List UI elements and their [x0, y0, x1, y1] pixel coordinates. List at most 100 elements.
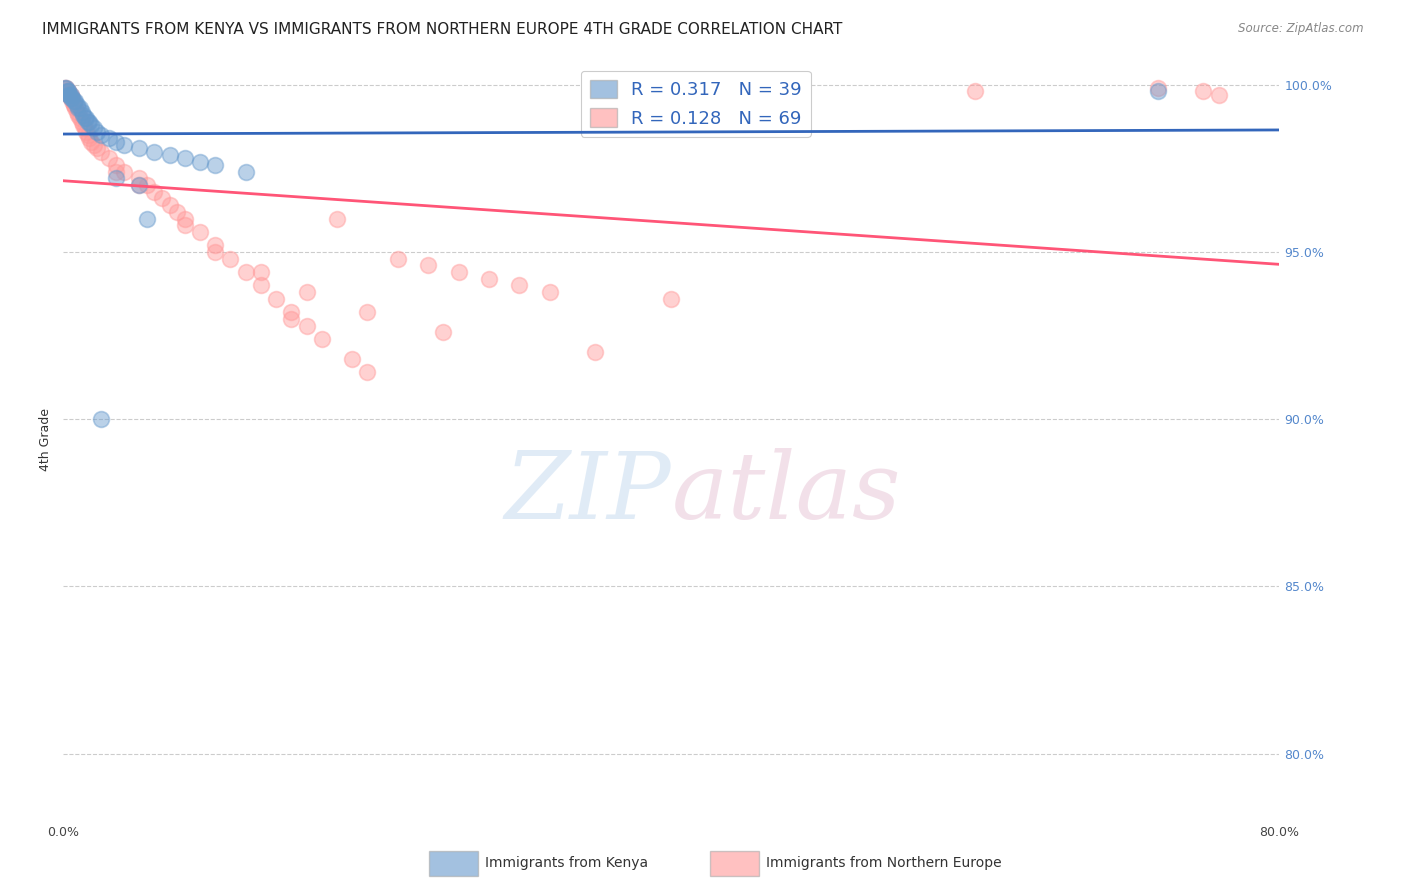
Point: [965, 85, 987, 99]
Point: [59, 87, 82, 102]
Point: [280, 312, 302, 326]
Point: [1147, 81, 1170, 95]
Point: [128, 178, 150, 193]
Point: [105, 165, 128, 179]
Point: [77, 131, 100, 145]
Point: [135, 211, 157, 226]
Point: [204, 245, 226, 260]
Point: [53, 81, 76, 95]
Point: [105, 135, 128, 149]
Point: [59, 87, 82, 102]
Point: [204, 158, 226, 172]
Point: [143, 185, 166, 199]
Point: [56, 85, 79, 99]
Point: [58, 87, 80, 102]
Point: [90, 145, 112, 159]
Point: [159, 148, 181, 162]
Point: [86, 141, 108, 155]
Point: [56, 85, 79, 99]
Point: [72, 118, 94, 132]
Text: IMMIGRANTS FROM KENYA VS IMMIGRANTS FROM NORTHERN EUROPE 4TH GRADE CORRELATION C: IMMIGRANTS FROM KENYA VS IMMIGRANTS FROM…: [42, 22, 842, 37]
Point: [1192, 85, 1215, 99]
Point: [105, 171, 128, 186]
Point: [55, 81, 77, 95]
Point: [188, 225, 211, 239]
Point: [77, 114, 100, 128]
Point: [90, 412, 112, 426]
Point: [188, 154, 211, 169]
Point: [69, 112, 91, 126]
Point: [75, 125, 97, 139]
Point: [53, 81, 76, 95]
Point: [65, 101, 87, 115]
Point: [65, 95, 87, 109]
Point: [174, 211, 197, 226]
Point: [1147, 85, 1170, 99]
Point: [143, 145, 166, 159]
Y-axis label: 4th Grade: 4th Grade: [39, 408, 52, 471]
Point: [58, 87, 80, 102]
Point: [508, 278, 530, 293]
Point: [83, 138, 105, 153]
Point: [63, 95, 86, 109]
Point: [311, 332, 333, 346]
Point: [264, 292, 287, 306]
Point: [204, 238, 226, 252]
Point: [356, 305, 378, 319]
Point: [55, 81, 77, 95]
Point: [83, 121, 105, 136]
Point: [295, 318, 318, 333]
Point: [174, 219, 197, 233]
Point: [76, 128, 98, 142]
Text: atlas: atlas: [672, 448, 901, 538]
Point: [235, 165, 257, 179]
Point: [432, 325, 454, 339]
Point: [166, 205, 188, 219]
Point: [70, 104, 93, 119]
Text: ZIP: ZIP: [505, 448, 672, 538]
Point: [295, 285, 318, 300]
Point: [58, 87, 80, 102]
Point: [219, 252, 242, 266]
Point: [90, 128, 112, 142]
Point: [661, 292, 683, 306]
Point: [76, 114, 98, 128]
Point: [73, 121, 96, 136]
Point: [326, 211, 349, 226]
Point: [75, 112, 97, 126]
Point: [69, 101, 91, 115]
Point: [583, 345, 606, 359]
Point: [418, 259, 440, 273]
Point: [66, 98, 89, 112]
Point: [97, 131, 120, 145]
Point: [60, 95, 83, 109]
Point: [67, 108, 90, 122]
Point: [235, 265, 257, 279]
Point: [1208, 87, 1230, 102]
Point: [56, 85, 79, 99]
Point: [174, 152, 197, 166]
Point: [128, 141, 150, 155]
Point: [387, 252, 409, 266]
Point: [59, 91, 82, 105]
Point: [538, 285, 561, 300]
Point: [63, 98, 86, 112]
Point: [73, 112, 96, 126]
Point: [356, 366, 378, 380]
Point: [478, 272, 501, 286]
Point: [59, 91, 82, 105]
Point: [63, 98, 86, 112]
Point: [159, 198, 181, 212]
Point: [72, 108, 94, 122]
Point: [112, 138, 135, 153]
Point: [66, 104, 89, 119]
Point: [60, 91, 83, 105]
Point: [128, 178, 150, 193]
Text: Immigrants from Northern Europe: Immigrants from Northern Europe: [766, 856, 1002, 871]
Point: [56, 85, 79, 99]
Point: [79, 135, 101, 149]
Text: Immigrants from Kenya: Immigrants from Kenya: [485, 856, 648, 871]
Point: [70, 114, 93, 128]
Point: [60, 91, 83, 105]
Point: [250, 265, 273, 279]
